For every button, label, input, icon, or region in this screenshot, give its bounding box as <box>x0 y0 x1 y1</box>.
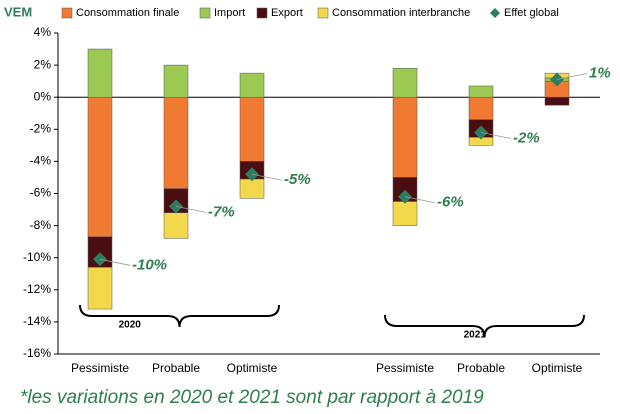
value-label: -5% <box>284 171 311 188</box>
value-label: -7% <box>208 203 235 220</box>
value-label: -10% <box>132 256 167 273</box>
logo: VEM <box>4 4 32 19</box>
group-label: 2021 <box>464 330 487 341</box>
footnote: *les variations en 2020 et 2021 sont par… <box>20 387 484 408</box>
legend-label: Import <box>214 7 245 19</box>
x-tick-label: Probable <box>457 361 505 375</box>
value-label: -6% <box>437 194 464 211</box>
bar-segment <box>544 96 570 106</box>
y-tick-label: -8% <box>30 218 52 232</box>
y-tick-label: -16% <box>23 346 51 360</box>
label-leader <box>404 196 436 204</box>
bar-segment <box>239 178 265 199</box>
bar-segment <box>392 201 418 226</box>
x-tick-label: Optimiste <box>532 361 583 375</box>
x-tick-label: Pessimiste <box>376 361 434 375</box>
legend-label: Effet global <box>504 7 559 19</box>
bar-segment <box>163 64 189 98</box>
legend-swatch <box>317 7 329 19</box>
y-tick-label: -4% <box>30 154 52 168</box>
y-tick-label: 0% <box>34 89 52 103</box>
group-label: 2020 <box>119 320 142 331</box>
x-tick-label: Probable <box>152 361 200 375</box>
label-leader <box>251 173 283 181</box>
label-leader <box>99 258 131 266</box>
y-tick-label: 4% <box>34 25 52 39</box>
bar-segment <box>239 96 265 162</box>
legend-label: Consommation interbranche <box>332 7 470 19</box>
bar-segment <box>163 96 189 189</box>
bar-segment <box>468 96 494 120</box>
value-label: 1% <box>589 65 611 82</box>
bar-segment <box>239 72 265 98</box>
bar-segment <box>163 212 189 239</box>
y-tick-label: 2% <box>34 57 52 71</box>
legend-label: Export <box>271 7 303 19</box>
bar-segment <box>87 96 113 238</box>
bar-segment <box>392 68 418 98</box>
legend-swatch <box>490 8 500 18</box>
group-brace <box>79 304 280 328</box>
x-tick-label: Optimiste <box>227 361 278 375</box>
bar-segment <box>87 267 113 310</box>
legend-label: Consommation finale <box>76 7 179 19</box>
label-leader <box>480 132 512 139</box>
value-label: -2% <box>513 129 540 146</box>
bar-segment <box>392 96 418 178</box>
bar-segment <box>87 48 113 98</box>
y-tick-label: -10% <box>23 250 51 264</box>
legend: Consommation finale Import Export Consommat… <box>61 7 559 19</box>
x-tick-label: Pessimiste <box>71 361 129 375</box>
y-tick-label: -12% <box>23 282 51 296</box>
legend-swatch <box>256 7 268 19</box>
y-tick-label: -14% <box>23 314 51 328</box>
y-tick-label: -2% <box>30 121 52 135</box>
label-leader <box>556 73 588 80</box>
label-leader <box>175 205 207 213</box>
y-tick-label: -6% <box>30 186 52 200</box>
group-brace <box>384 314 585 338</box>
legend-swatch <box>199 7 211 19</box>
bar-segment <box>468 85 494 98</box>
legend-swatch <box>61 7 73 19</box>
